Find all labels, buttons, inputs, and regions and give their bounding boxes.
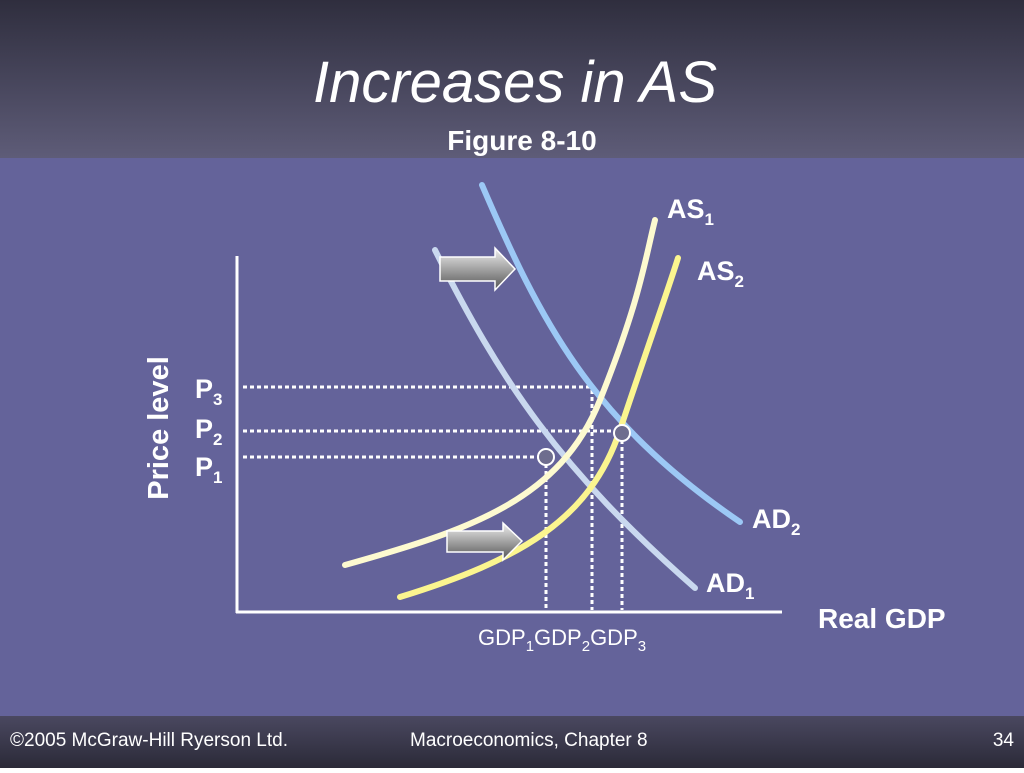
shift-arrow [446,521,524,562]
axes [235,256,782,614]
page-number: 34 [993,730,1015,751]
curve-label: AD2 [752,504,800,539]
equilibrium-point [537,448,555,466]
curve-label: AS2 [697,256,744,291]
ad2-curve [479,182,743,525]
y-axis-label: Price level [143,356,175,500]
as2-curve [397,255,681,600]
footer-course: Macroeconomics, Chapter 8 [410,730,648,751]
footer-band [0,716,1024,768]
price-label: P3 [195,374,222,409]
footer-copyright: ©2005 McGraw-Hill Ryerson Ltd. [10,730,288,751]
shift-arrow [439,246,517,292]
price-label: P1 [195,452,222,487]
price-label: P2 [195,414,222,449]
as1-curve [342,217,658,568]
curve-label: AD1 [706,568,754,603]
curves [342,182,743,600]
title: Increases in AS [313,50,717,115]
equilibrium-point [613,424,631,442]
subtitle: Figure 8-10 [447,125,596,156]
ad1-curve [432,247,698,591]
curve-label: AS1 [667,194,714,229]
header-band [0,0,1024,158]
dashed-guides [243,385,624,610]
x-axis-label: Real GDP [818,603,946,634]
gdp-label: GDP1GDP2GDP3 [478,625,646,655]
